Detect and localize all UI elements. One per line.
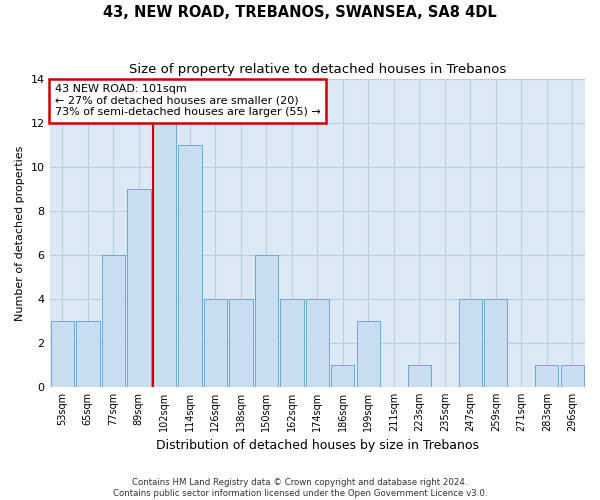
Bar <box>254 255 278 387</box>
Bar <box>484 299 508 387</box>
Bar <box>127 190 151 387</box>
Bar <box>50 321 74 387</box>
Text: 43, NEW ROAD, TREBANOS, SWANSEA, SA8 4DL: 43, NEW ROAD, TREBANOS, SWANSEA, SA8 4DL <box>103 5 497 20</box>
Bar <box>229 299 253 387</box>
Bar <box>407 365 431 387</box>
Bar <box>331 365 355 387</box>
Bar <box>560 365 584 387</box>
Bar <box>458 299 482 387</box>
Text: Contains HM Land Registry data © Crown copyright and database right 2024.
Contai: Contains HM Land Registry data © Crown c… <box>113 478 487 498</box>
Bar <box>305 299 329 387</box>
Bar <box>356 321 380 387</box>
Bar <box>203 299 227 387</box>
Y-axis label: Number of detached properties: Number of detached properties <box>15 146 25 321</box>
Text: 43 NEW ROAD: 101sqm
← 27% of detached houses are smaller (20)
73% of semi-detach: 43 NEW ROAD: 101sqm ← 27% of detached ho… <box>55 84 320 117</box>
X-axis label: Distribution of detached houses by size in Trebanos: Distribution of detached houses by size … <box>156 440 479 452</box>
Bar <box>101 255 125 387</box>
Bar <box>76 321 100 387</box>
Bar <box>152 124 176 387</box>
Bar <box>178 146 202 387</box>
Title: Size of property relative to detached houses in Trebanos: Size of property relative to detached ho… <box>128 62 506 76</box>
Bar <box>535 365 559 387</box>
Bar <box>280 299 304 387</box>
